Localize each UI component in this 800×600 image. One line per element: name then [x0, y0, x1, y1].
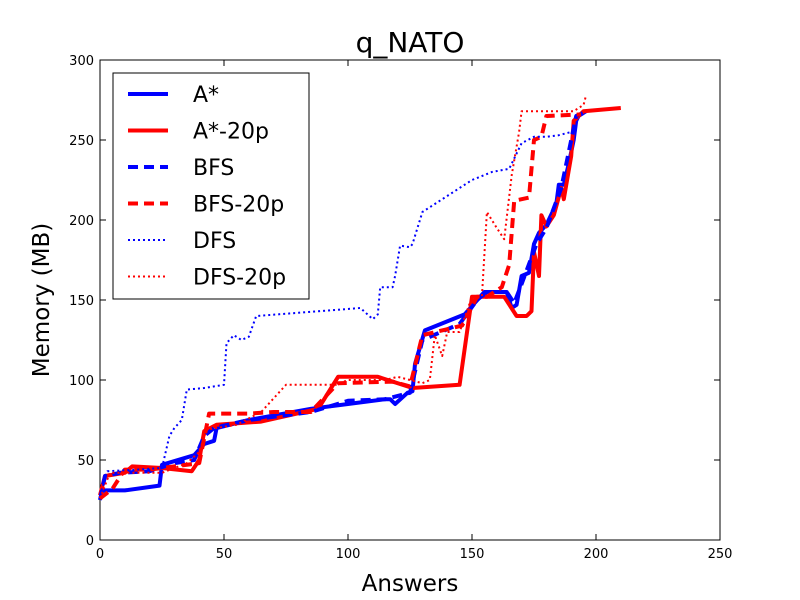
x-tick-label: 50: [216, 547, 233, 562]
chart-title: q_NATO: [356, 26, 465, 59]
y-axis: 0 50 100 150 200 250 300: [69, 54, 720, 549]
y-tick-label: 150: [69, 294, 94, 309]
legend-label: DFS: [193, 229, 236, 254]
x-tick-label: 200: [584, 547, 609, 562]
series-layer: [98, 94, 621, 501]
series-line-4: [99, 131, 572, 496]
y-tick-label: 300: [69, 54, 94, 69]
x-tick-label: 0: [96, 547, 104, 562]
y-axis-title: Memory (MB): [29, 223, 55, 377]
y-tick-label: 50: [77, 454, 94, 469]
legend-label: BFS: [193, 156, 234, 181]
legend-label: A*-20p: [193, 120, 269, 145]
x-tick-label: 150: [460, 547, 485, 562]
legend-label: DFS-20p: [193, 266, 286, 291]
legend-label: BFS-20p: [193, 193, 284, 218]
x-tick-label: 100: [336, 547, 361, 562]
series-line-2: [98, 110, 585, 501]
x-axis-title: Answers: [362, 571, 459, 597]
x-axis: 0 50 100 150 200 250: [96, 60, 733, 562]
series-line-5: [99, 94, 588, 499]
series-line-0: [99, 109, 588, 494]
y-tick-label: 0: [86, 534, 94, 549]
y-tick-label: 200: [69, 214, 94, 229]
legend: A* A*-20p BFS BFS-20p DFS DFS-20p: [112, 72, 310, 300]
x-tick-label: 250: [708, 547, 733, 562]
y-tick-label: 250: [69, 134, 94, 149]
series-line-3: [98, 112, 582, 500]
y-tick-label: 100: [69, 374, 94, 389]
legend-label: A*: [193, 83, 219, 108]
legend-box: [112, 72, 310, 300]
